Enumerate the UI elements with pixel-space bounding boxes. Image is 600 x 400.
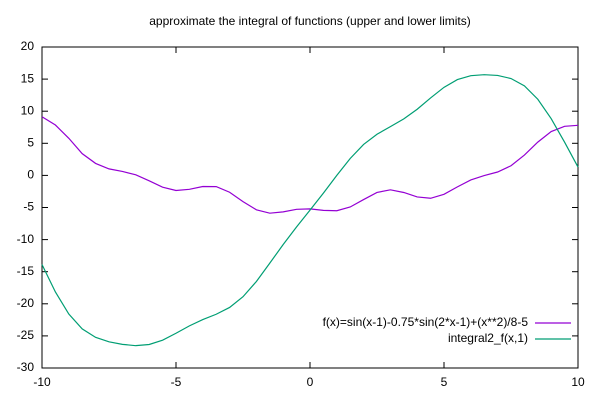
series-line [41,116,579,214]
y-tick-label: 20 [21,39,35,53]
y-tick-label: 0 [27,168,34,182]
x-tick-label: 5 [441,375,448,389]
chart-title: approximate the integral of functions (u… [149,14,471,28]
x-tick-label: -10 [33,375,51,389]
y-tick-label: -30 [17,360,35,374]
y-tick-label: -10 [17,232,35,246]
y-tick-label: -15 [17,264,35,278]
x-tick-label: 10 [571,375,585,389]
legend-label: f(x)=sin(x-1)-0.75*sin(2*x-1)+(x**2)/8-5 [323,315,529,329]
y-tick-label: -5 [23,200,34,214]
series-line [41,74,579,347]
y-tick-label: 15 [21,71,35,85]
y-tick-label: -20 [17,296,35,310]
y-tick-label: -25 [17,328,35,342]
x-tick-label: 0 [307,375,314,389]
y-tick-label: 5 [27,135,34,149]
y-tick-label: 10 [21,103,35,117]
x-tick-label: -5 [171,375,182,389]
legend-label: integral2_f(x,1) [448,331,528,345]
